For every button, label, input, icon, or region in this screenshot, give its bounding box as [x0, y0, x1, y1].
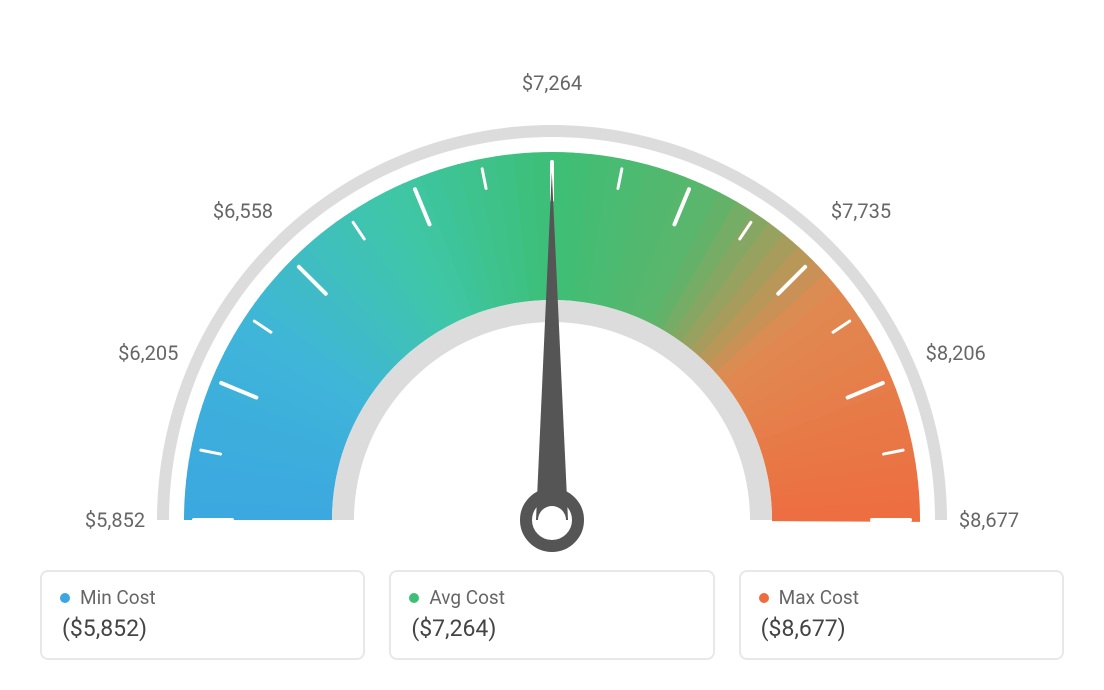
gauge-tick-label: $8,206: [926, 341, 986, 365]
gauge-tick-label: $5,852: [85, 508, 145, 532]
legend-label-min: Min Cost: [80, 586, 156, 609]
legend-value-avg: ($7,264): [409, 615, 694, 642]
legend-dot-min: [60, 593, 70, 603]
gauge-tick-label: $7,735: [831, 199, 891, 223]
legend-card-min: Min Cost ($5,852): [40, 570, 365, 660]
legend-value-max: ($8,677): [759, 615, 1044, 642]
legend-dot-avg: [409, 593, 419, 603]
gauge-tick-label: $6,558: [213, 199, 273, 223]
legend-dot-max: [759, 593, 769, 603]
legend-card-max: Max Cost ($8,677): [739, 570, 1064, 660]
gauge-tick-label: $8,677: [959, 508, 1019, 532]
gauge-tick-label: $7,264: [522, 71, 582, 95]
gauge-tick-label: $6,205: [118, 341, 178, 365]
legend-label-max: Max Cost: [779, 586, 859, 609]
legend-label-avg: Avg Cost: [429, 586, 505, 609]
legend-value-min: ($5,852): [60, 615, 345, 642]
gauge-chart: $5,852 $6,205 $6,558 $7,264 $7,735 $8,206 $8,6…: [0, 0, 1104, 555]
legend-row: Min Cost ($5,852) Avg Cost ($7,264) Max …: [0, 550, 1104, 690]
gauge-svg: [102, 40, 1002, 560]
legend-card-avg: Avg Cost ($7,264): [389, 570, 714, 660]
